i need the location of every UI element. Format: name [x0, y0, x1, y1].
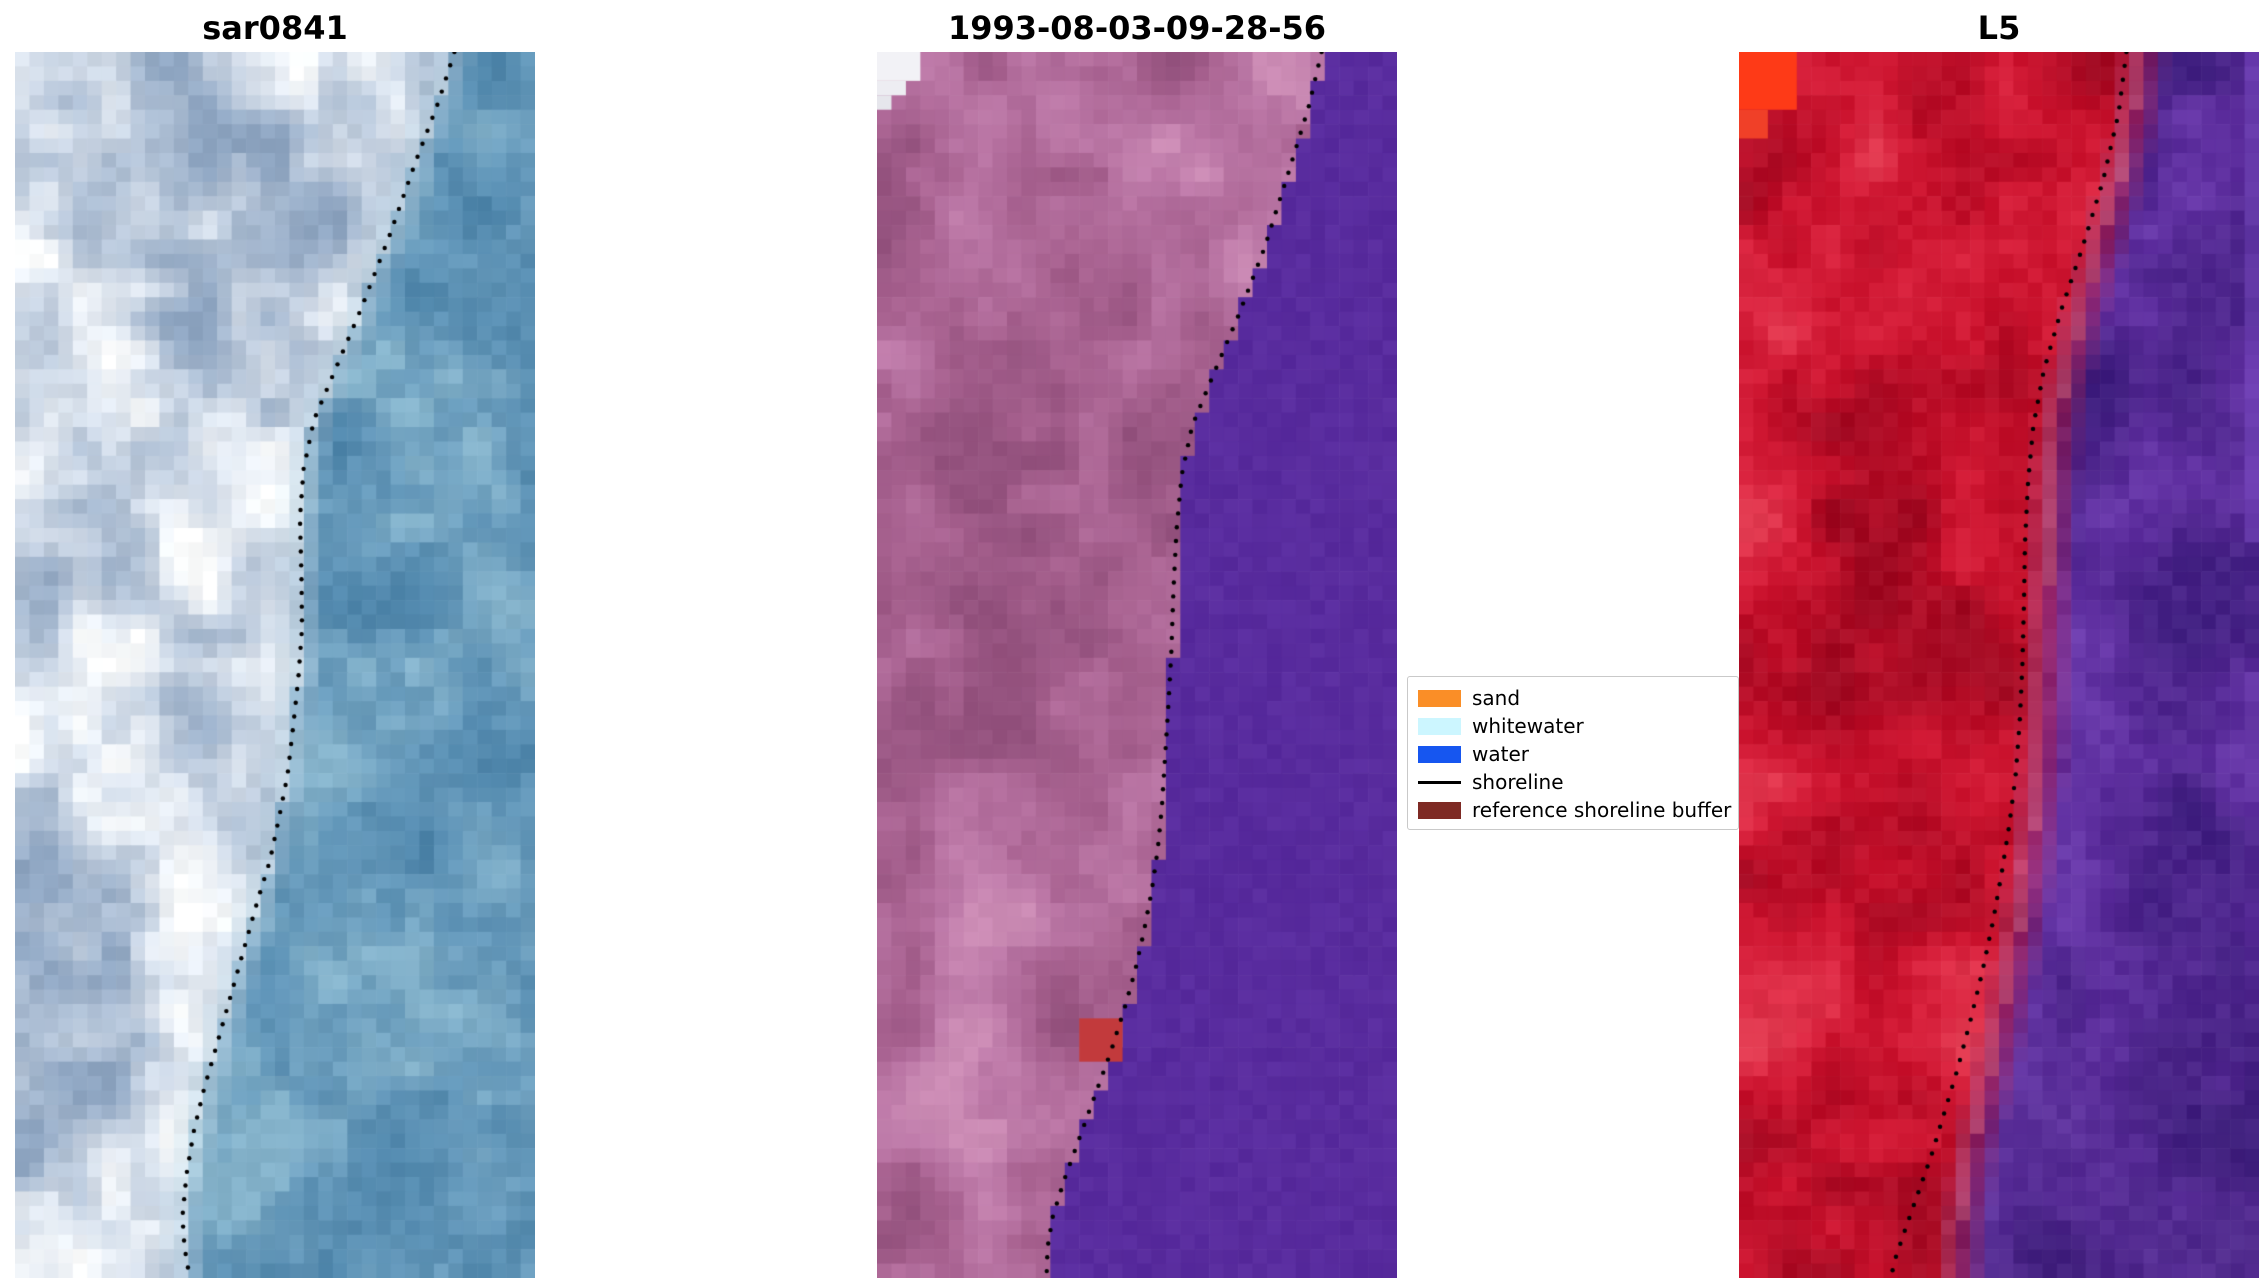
classified-image [877, 52, 1397, 1278]
legend-item-shoreline: shoreline [1418, 768, 1738, 796]
shoreline-line-icon [1418, 780, 1461, 784]
legend-label: reference shoreline buffer [1472, 798, 1732, 822]
panel-title-sar0841: sar0841 [202, 9, 348, 47]
panel-title-l5: L5 [1977, 9, 2021, 47]
landsat5-image [1739, 52, 2259, 1278]
legend-label: shoreline [1472, 770, 1564, 794]
legend-label: sand [1472, 686, 1521, 710]
legend-item-water: water [1418, 740, 1738, 768]
panel-l5 [1739, 52, 2259, 1278]
panel-sar0841 [15, 52, 535, 1278]
legend-item-sand: sand [1418, 684, 1738, 712]
legend-label: whitewater [1472, 714, 1584, 738]
sand-swatch-icon [1418, 689, 1461, 707]
legend-item-whitewater: whitewater [1418, 712, 1738, 740]
water-swatch-icon [1418, 745, 1461, 763]
legend: sand whitewater water shoreline referenc… [1407, 676, 1739, 830]
panel-title-classified-date: 1993-08-03-09-28-56 [947, 9, 1327, 47]
panel-classified-1993 [877, 52, 1397, 1278]
reference-buffer-swatch-icon [1418, 801, 1461, 819]
legend-item-reference-buffer: reference shoreline buffer [1418, 796, 1738, 824]
whitewater-swatch-icon [1418, 717, 1461, 735]
legend-label: water [1472, 742, 1529, 766]
sar-satellite-image [15, 52, 535, 1278]
